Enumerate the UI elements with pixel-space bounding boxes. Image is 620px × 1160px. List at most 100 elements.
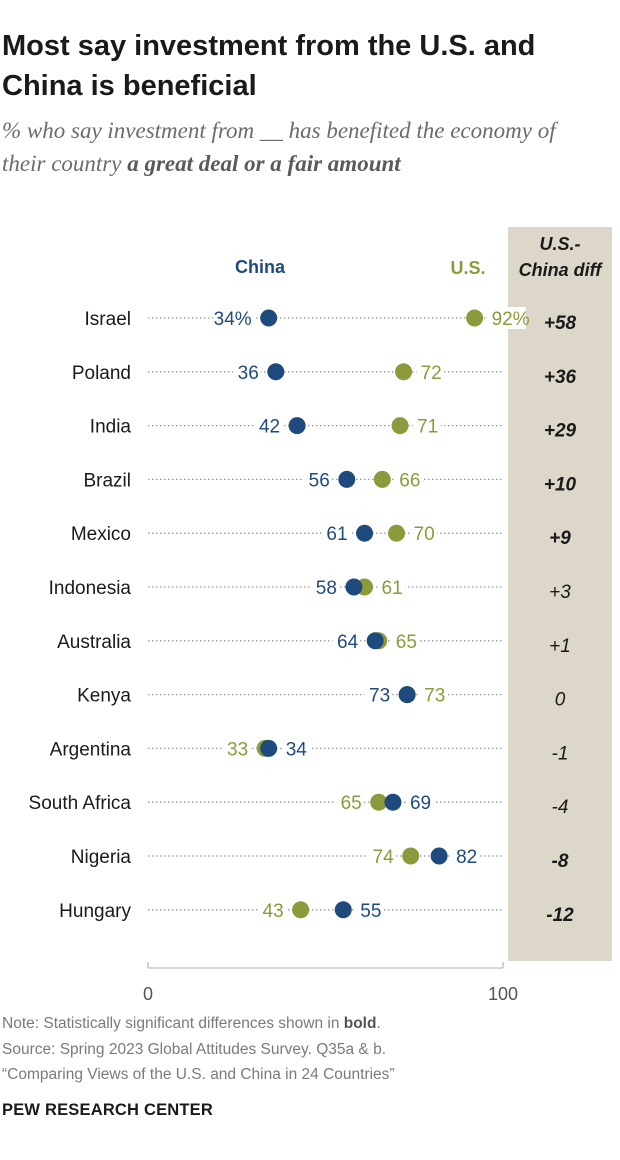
china-dot xyxy=(267,363,285,381)
china-dot xyxy=(356,524,374,542)
us-value-label: 61 xyxy=(382,578,403,599)
china-value-label-bg xyxy=(332,629,361,652)
china-value-label: 34% xyxy=(214,309,252,330)
us-dot xyxy=(402,847,420,865)
us-dot xyxy=(370,793,388,811)
diff-header-line1: U.S.- xyxy=(539,234,580,254)
diff-value: +58 xyxy=(544,313,577,334)
diff-value: +29 xyxy=(544,421,577,442)
china-dot xyxy=(260,309,278,327)
us-value-label-bg xyxy=(487,307,526,329)
legend-china: China xyxy=(235,257,286,277)
china-value-label: 61 xyxy=(326,524,347,545)
china-value-label-bg xyxy=(254,414,283,437)
diff-value: -8 xyxy=(552,851,569,872)
china-dot xyxy=(345,578,363,596)
us-dot xyxy=(388,524,405,542)
note-suffix: . xyxy=(376,1015,381,1032)
us-value-label: 43 xyxy=(263,901,284,922)
footer-note: Note: Statistically significant differen… xyxy=(2,1012,612,1036)
diff-value: +1 xyxy=(549,636,571,657)
us-dot xyxy=(466,309,484,327)
us-value-label-bg xyxy=(377,576,406,598)
china-value-label-bg xyxy=(452,845,480,867)
country-label: Israel xyxy=(85,309,131,330)
us-value-label: 66 xyxy=(399,470,420,491)
us-value-label: 65 xyxy=(396,632,417,653)
diff-value: 0 xyxy=(555,690,566,711)
china-dot xyxy=(260,739,278,757)
china-dot xyxy=(430,847,448,865)
country-label: Poland xyxy=(72,363,131,384)
legend-us: U.S. xyxy=(450,258,485,278)
chart-title: Most say investment from the U.S. and Ch… xyxy=(2,30,536,102)
china-value-label: 82 xyxy=(456,847,477,868)
diff-value: +3 xyxy=(549,582,571,603)
us-value-label: 74 xyxy=(373,847,395,868)
country-label: Mexico xyxy=(71,524,131,545)
china-value-label-bg xyxy=(304,468,332,491)
us-value-label-bg xyxy=(413,414,441,437)
brand-logo-text: PEW RESEARCH CENTER xyxy=(2,1101,213,1119)
us-value-label: 92% xyxy=(492,309,530,330)
china-value-label-bg xyxy=(356,898,384,921)
diff-value: +36 xyxy=(544,367,577,388)
diff-value: -4 xyxy=(552,797,569,818)
diff-value: -12 xyxy=(546,905,574,926)
us-value-label-bg xyxy=(222,737,251,760)
footer-source: Source: Spring 2023 Global Attitudes Sur… xyxy=(2,1041,386,1058)
country-label: Indonesia xyxy=(49,578,132,599)
china-value-label: 55 xyxy=(360,901,381,922)
diff-value: -1 xyxy=(552,743,569,764)
china-value-label: 58 xyxy=(316,578,337,599)
us-value-label: 73 xyxy=(424,686,445,707)
china-dot xyxy=(384,793,402,811)
country-label: Nigeria xyxy=(71,847,132,868)
china-value-label: 42 xyxy=(259,417,280,438)
note-bold: bold xyxy=(343,1015,377,1032)
us-value-label-bg xyxy=(395,468,423,491)
us-value-label-bg xyxy=(336,791,364,814)
china-dot xyxy=(334,901,352,919)
us-value-label: 33 xyxy=(227,739,248,760)
china-value-label-bg xyxy=(364,683,393,706)
us-value-label-bg xyxy=(420,683,448,706)
us-dot xyxy=(391,417,409,435)
country-label: Hungary xyxy=(59,901,131,922)
us-value-label-bg xyxy=(368,845,396,867)
country-label: South Africa xyxy=(29,793,132,814)
us-value-label: 65 xyxy=(341,793,362,814)
china-value-label-bg xyxy=(405,791,434,814)
china-value-label: 34 xyxy=(286,739,308,760)
china-value-label: 73 xyxy=(369,686,390,707)
country-label: Kenya xyxy=(77,686,131,707)
x-tick-label: 100 xyxy=(488,984,518,1004)
country-label: Australia xyxy=(57,632,131,653)
diff-value: +10 xyxy=(544,474,577,495)
diff-header-line2: China diff xyxy=(519,260,604,280)
us-value-label-bg xyxy=(409,522,438,545)
subtitle-bold: a great deal or a fair amount xyxy=(127,151,401,176)
china-value-label: 36 xyxy=(238,363,259,384)
dot-chart: China U.S. U.S.- China diff Israel 34% 92% +58 P… xyxy=(29,227,612,1004)
chart-subtitle: % who say investment from __ has benefit… xyxy=(2,114,602,180)
china-dot xyxy=(366,632,384,650)
diff-column-background xyxy=(508,227,612,961)
us-value-label-bg xyxy=(258,898,286,921)
china-value-label-bg xyxy=(215,307,254,329)
country-label: Brazil xyxy=(83,470,131,491)
china-value-label-bg xyxy=(311,576,339,598)
us-value-label-bg xyxy=(391,629,420,652)
country-label: Argentina xyxy=(50,739,132,760)
note-prefix: Note: Statistically significant differen… xyxy=(2,1015,344,1032)
china-dot xyxy=(338,470,356,488)
china-value-label: 64 xyxy=(337,632,359,653)
china-value-label-bg xyxy=(233,360,261,383)
china-dot xyxy=(288,417,306,435)
us-value-label-bg xyxy=(416,360,445,383)
us-dot xyxy=(292,901,310,919)
footer-report: “Comparing Views of the U.S. and China i… xyxy=(2,1066,395,1083)
us-value-label: 70 xyxy=(414,524,435,545)
us-value-label: 71 xyxy=(417,417,438,438)
x-tick-label: 0 xyxy=(143,984,153,1004)
